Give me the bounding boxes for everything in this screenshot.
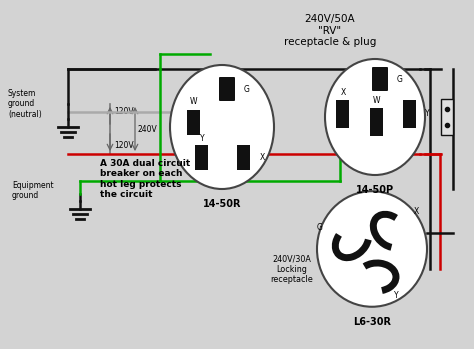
Text: 240V/50A
"RV"
receptacle & plug: 240V/50A "RV" receptacle & plug bbox=[284, 14, 376, 47]
Ellipse shape bbox=[170, 65, 274, 189]
Ellipse shape bbox=[325, 59, 425, 175]
Bar bbox=[195, 144, 209, 170]
Text: 120V: 120V bbox=[114, 106, 134, 116]
Bar bbox=[371, 108, 383, 136]
Text: 240V/30A
Locking
receptacle: 240V/30A Locking receptacle bbox=[271, 254, 313, 284]
FancyBboxPatch shape bbox=[372, 67, 388, 91]
Text: Y: Y bbox=[394, 290, 399, 299]
Text: X: X bbox=[340, 88, 346, 97]
Bar bbox=[337, 100, 349, 128]
Text: Y: Y bbox=[200, 134, 204, 143]
Text: X: X bbox=[414, 207, 419, 215]
Bar bbox=[188, 110, 201, 134]
FancyBboxPatch shape bbox=[219, 77, 235, 101]
Text: 240V: 240V bbox=[138, 125, 158, 134]
Text: 14-50R: 14-50R bbox=[203, 199, 241, 209]
Text: Y: Y bbox=[425, 110, 429, 119]
Ellipse shape bbox=[317, 191, 427, 307]
Text: W: W bbox=[190, 97, 198, 106]
Text: G: G bbox=[244, 84, 250, 94]
Bar bbox=[403, 100, 417, 128]
Text: A 30A dual circuit
breaker on each
hot leg protects
the circuit: A 30A dual circuit breaker on each hot l… bbox=[100, 159, 190, 199]
Bar bbox=[237, 144, 250, 170]
Text: W: W bbox=[373, 96, 381, 105]
Bar bbox=[441, 99, 453, 135]
Text: 14-50P: 14-50P bbox=[356, 185, 394, 195]
Text: X: X bbox=[260, 153, 265, 162]
Text: 120V: 120V bbox=[114, 141, 134, 149]
Text: L6-30R: L6-30R bbox=[353, 317, 391, 327]
Text: System
ground
(neutral): System ground (neutral) bbox=[8, 89, 42, 119]
Text: Equipment
ground: Equipment ground bbox=[12, 181, 54, 200]
Text: G: G bbox=[317, 223, 323, 231]
Text: G: G bbox=[397, 74, 403, 83]
